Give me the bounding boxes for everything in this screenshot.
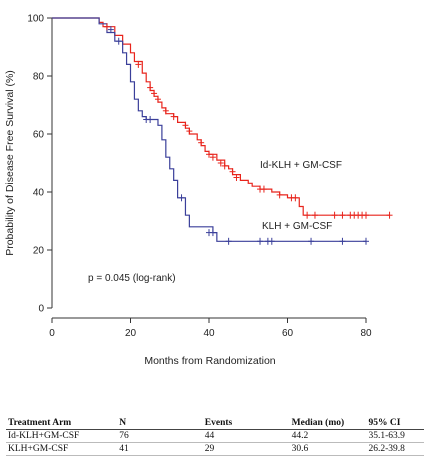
cell-n: 76 bbox=[117, 429, 203, 443]
censor-mark bbox=[147, 84, 154, 92]
cell-ci: 35.1-63.9 bbox=[366, 429, 424, 443]
x-tick-label: 20 bbox=[125, 328, 137, 339]
censor-mark bbox=[103, 23, 110, 31]
censor-mark bbox=[363, 237, 369, 245]
y-tick-label: 20 bbox=[33, 246, 45, 257]
header-events: Events bbox=[202, 417, 290, 430]
censor-mark bbox=[178, 194, 185, 202]
censor-mark bbox=[331, 211, 338, 219]
censor-mark bbox=[209, 229, 216, 237]
censor-mark bbox=[221, 162, 228, 170]
y-tick-label: 100 bbox=[27, 14, 44, 25]
survival-curves bbox=[52, 17, 390, 242]
y-tick-label: 60 bbox=[33, 130, 45, 141]
censor-mark bbox=[260, 185, 267, 193]
censor-mark bbox=[182, 121, 189, 129]
survival-chart: 0 20 40 60 80 100 0 20 40 60 80 Probability of Dis… bbox=[4, 14, 393, 367]
censor-mark bbox=[115, 37, 122, 45]
header-n: N bbox=[117, 417, 203, 430]
censor-mark bbox=[154, 95, 161, 103]
cell-events: 44 bbox=[202, 429, 290, 443]
censor-mark bbox=[308, 237, 315, 245]
cell-median: 44.2 bbox=[289, 429, 367, 443]
censor-mark bbox=[311, 211, 318, 219]
table-row: Id-KLH+GM-CSF 76 44 44.2 35.1-63.9 bbox=[6, 429, 424, 443]
censor-mark bbox=[225, 237, 232, 245]
x-tick-label: 60 bbox=[282, 328, 294, 339]
censor-mark bbox=[107, 26, 114, 34]
censor-mark bbox=[206, 150, 212, 158]
series-label-klh: KLH + GM-CSF bbox=[262, 221, 332, 232]
censor-mark bbox=[147, 116, 154, 123]
censor-mark bbox=[135, 60, 142, 68]
x-axis-title: Months from Randomization bbox=[144, 355, 275, 367]
censor-mark bbox=[198, 139, 205, 147]
censor-mark bbox=[363, 211, 369, 219]
cell-arm: KLH+GM-CSF bbox=[6, 442, 118, 456]
censor-mark bbox=[339, 211, 346, 219]
censor-marks bbox=[103, 23, 393, 245]
x-tick-label: 80 bbox=[360, 328, 372, 339]
header-median: Median (mo) bbox=[289, 417, 367, 430]
curve-klh-gm-csf bbox=[52, 17, 366, 242]
p-value-annotation: p = 0.045 (log-rank) bbox=[88, 273, 176, 284]
censor-mark bbox=[233, 174, 240, 181]
table-row: KLH+GM-CSF 41 29 30.6 26.2-39.8 bbox=[6, 442, 424, 456]
censor-mark bbox=[217, 159, 224, 167]
censor-mark bbox=[276, 191, 283, 199]
censor-mark bbox=[339, 237, 346, 245]
header-treatment-arm: Treatment Arm bbox=[6, 417, 118, 430]
y-tick-label: 0 bbox=[38, 304, 44, 315]
header-ci: 95% CI bbox=[366, 417, 424, 430]
x-tick-label: 0 bbox=[49, 328, 55, 339]
y-tick-label: 80 bbox=[33, 72, 45, 83]
censor-mark bbox=[229, 168, 236, 176]
cell-median: 30.6 bbox=[289, 442, 367, 456]
cell-arm: Id-KLH+GM-CSF bbox=[6, 429, 118, 443]
censor-mark bbox=[209, 153, 216, 161]
cell-n: 41 bbox=[117, 442, 203, 456]
censor-mark bbox=[268, 237, 275, 245]
y-axis-title: Probability of Disease Free Survival (%) bbox=[4, 70, 16, 256]
censor-mark bbox=[186, 127, 193, 135]
censor-mark bbox=[151, 89, 158, 97]
y-tick-label: 40 bbox=[33, 188, 45, 199]
censor-mark bbox=[386, 211, 393, 219]
censor-mark bbox=[162, 107, 169, 115]
table-header-row: Treatment Arm N Events Median (mo) 95% C… bbox=[6, 417, 424, 430]
censor-mark bbox=[170, 113, 177, 121]
censor-mark bbox=[304, 211, 311, 219]
summary-table: Treatment Arm N Events Median (mo) 95% C… bbox=[6, 417, 424, 456]
censor-mark bbox=[257, 237, 264, 245]
axis-ticks: 0 20 40 60 80 100 0 20 40 60 80 bbox=[27, 14, 372, 340]
censor-mark bbox=[292, 194, 299, 202]
cell-events: 29 bbox=[202, 442, 290, 456]
curve-id-klh-gm-csf bbox=[52, 17, 390, 216]
x-tick-label: 40 bbox=[203, 328, 215, 339]
cell-ci: 26.2-39.8 bbox=[366, 442, 424, 456]
series-label-id-klh: Id-KLH + GM-CSF bbox=[260, 160, 342, 171]
